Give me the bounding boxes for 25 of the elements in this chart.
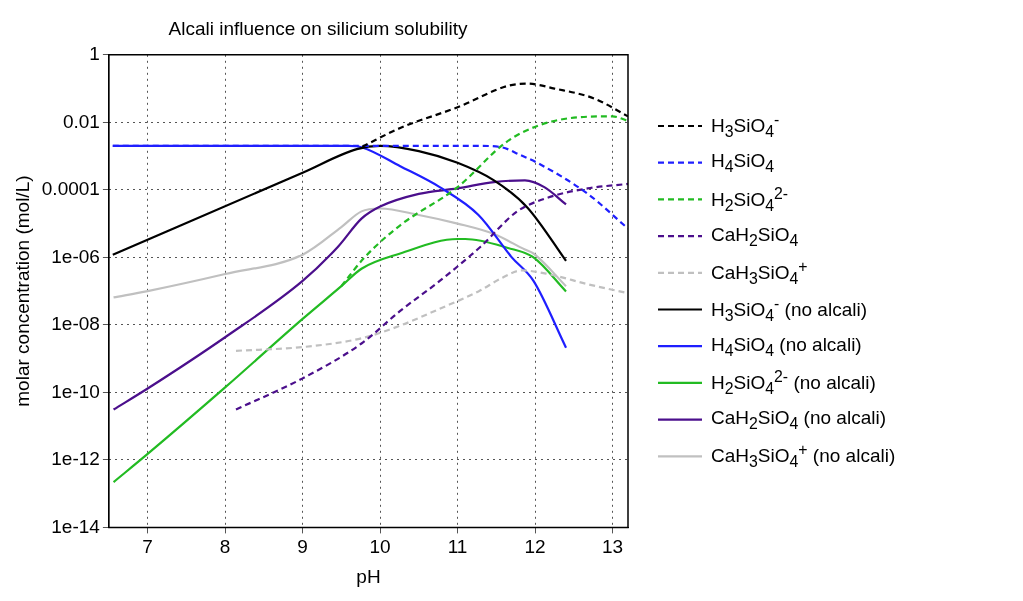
x-tick-label: 10: [369, 536, 391, 558]
legend-label: CaH$_{2}$SiO$_{4}$ (no alcali): [711, 406, 886, 433]
y-tick-label: 1e-06: [51, 245, 100, 267]
legend-label: CaH$_{3}$SiO$_{4}$$^{+}$ (no alcali): [711, 441, 896, 472]
y-tick-label: 1: [89, 43, 100, 65]
x-tick-label: 13: [601, 536, 624, 558]
x-tick-label: 11: [447, 536, 468, 558]
x-tick-label: 12: [524, 536, 546, 558]
y-axis-title: molar concentration (mol/L): [11, 175, 33, 407]
legend-label: CaH$_{2}$SiO$_{4}$: [711, 223, 799, 250]
y-tick-label: 1e-10: [51, 380, 100, 402]
y-tick-label: 0.01: [62, 110, 100, 132]
y-tick-label: 1e-08: [51, 313, 100, 335]
legend-label: H$_{4}$SiO$_{4}$: [711, 150, 775, 176]
legend-label: H$_{2}$SiO$_{4}$$^{2-}$ (no alcali): [711, 368, 876, 399]
y-tick-label: 1e-14: [51, 515, 101, 537]
x-tick-label: 9: [297, 536, 308, 558]
legend-label: H$_{4}$SiO$_{4}$ (no alcali): [711, 333, 862, 360]
x-tick-label: 7: [142, 536, 153, 558]
chart-title: Alcali influence on silicium solubility: [168, 17, 468, 39]
x-tick-label: 8: [219, 536, 231, 558]
y-tick-label: 0.0001: [41, 178, 100, 200]
x-axis-title: pH: [356, 565, 381, 587]
y-tick-label: 1e-12: [51, 448, 100, 470]
legend-label: H$_{3}$SiO$_{4}$$^{-}$ (no alcali): [711, 294, 867, 325]
